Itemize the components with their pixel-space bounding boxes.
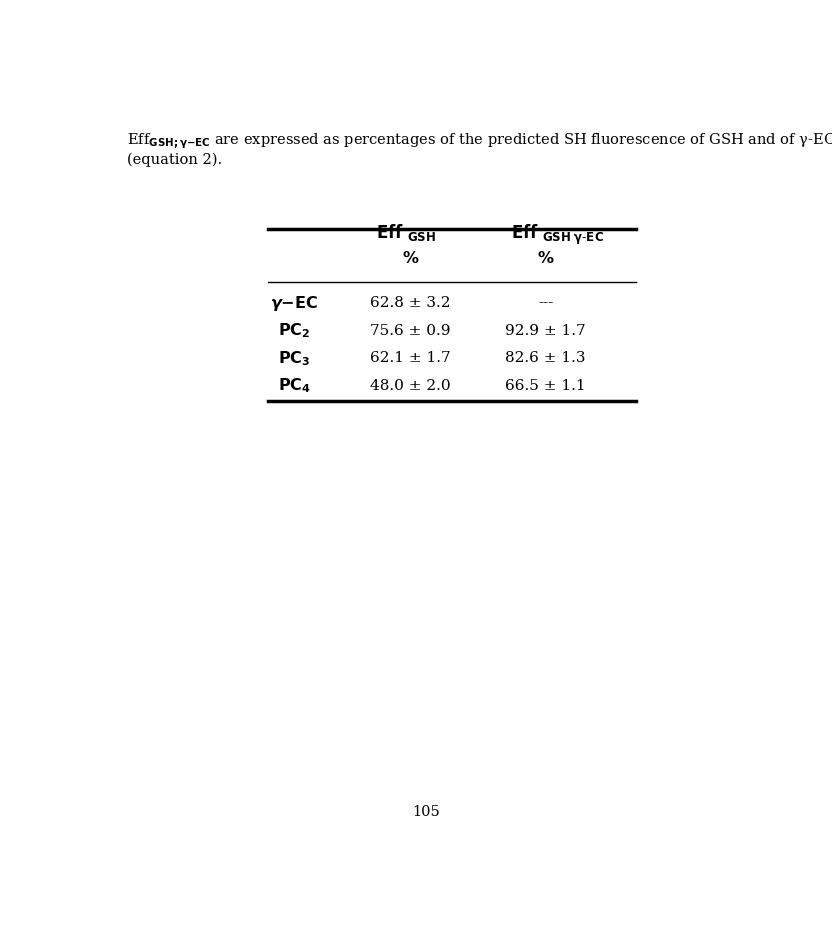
Text: (equation 2).: (equation 2). xyxy=(126,153,221,168)
Text: 92.9 ± 1.7: 92.9 ± 1.7 xyxy=(505,324,586,337)
Text: Eff$_{\mathbf{GSH;\gamma\mathbf{-}EC}}$ are expressed as percentages of the pred: Eff$_{\mathbf{GSH;\gamma\mathbf{-}EC}}$ … xyxy=(126,131,832,151)
Text: $\mathbf{PC_3}$: $\mathbf{PC_3}$ xyxy=(278,349,310,367)
Text: 62.1 ± 1.7: 62.1 ± 1.7 xyxy=(370,351,451,365)
Text: 48.0 ± 2.0: 48.0 ± 2.0 xyxy=(370,379,451,393)
Text: $\mathbf{\%}$: $\mathbf{\%}$ xyxy=(402,251,419,268)
Text: 62.8 ± 3.2: 62.8 ± 3.2 xyxy=(370,296,451,310)
Text: 105: 105 xyxy=(413,804,440,819)
Text: $\boldsymbol{\gamma}$$\mathbf{-EC}$: $\boldsymbol{\gamma}$$\mathbf{-EC}$ xyxy=(270,294,318,313)
Text: 75.6 ± 0.9: 75.6 ± 0.9 xyxy=(370,324,451,337)
Text: 82.6 ± 1.3: 82.6 ± 1.3 xyxy=(505,351,586,365)
Text: $\mathbf{PC_4}$: $\mathbf{PC_4}$ xyxy=(278,377,310,395)
Text: 66.5 ± 1.1: 66.5 ± 1.1 xyxy=(505,379,586,393)
Text: $\mathbf{\%}$: $\mathbf{\%}$ xyxy=(537,251,554,268)
Text: $\mathbf{PC_2}$: $\mathbf{PC_2}$ xyxy=(278,321,310,340)
Text: ---: --- xyxy=(538,296,553,310)
Text: $\mathbf{Eff}$: $\mathbf{Eff}$ xyxy=(511,223,539,242)
Text: $\mathbf{GSH}$: $\mathbf{GSH}$ xyxy=(407,232,436,244)
Text: $\mathbf{Eff}$: $\mathbf{Eff}$ xyxy=(376,223,404,242)
Text: $\mathbf{GSH\ \gamma\text{-}EC}$: $\mathbf{GSH\ \gamma\text{-}EC}$ xyxy=(542,230,604,246)
